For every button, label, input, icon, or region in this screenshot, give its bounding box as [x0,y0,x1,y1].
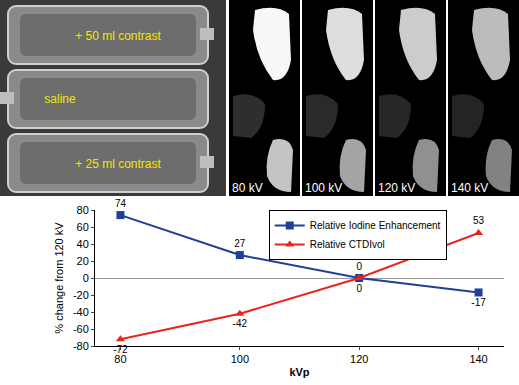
svg-text:Relative CTDIvol: Relative CTDIvol [310,239,385,250]
svg-text:+ 50 ml contrast: + 50 ml contrast [75,29,161,43]
svg-text:40: 40 [77,238,89,250]
svg-text:0: 0 [83,272,89,284]
svg-text:% change from 120 kV: % change from 120 kV [53,222,65,334]
svg-text:-60: -60 [73,323,89,335]
svg-text:120: 120 [350,353,368,365]
svg-text:20: 20 [77,255,89,267]
svg-text:140: 140 [469,353,487,365]
svg-text:80: 80 [114,353,126,365]
svg-text:74: 74 [115,198,127,209]
svg-text:-17: -17 [471,297,486,308]
svg-text:-42: -42 [233,318,248,329]
svg-text:0: 0 [356,283,362,294]
svg-text:100 kV: 100 kV [305,181,342,195]
svg-text:53: 53 [473,215,485,226]
svg-text:60: 60 [77,221,89,233]
svg-text:100: 100 [231,353,249,365]
svg-text:120 kV: 120 kV [378,181,415,195]
svg-text:saline: saline [44,92,76,106]
svg-text:140 kV: 140 kV [451,181,488,195]
svg-text:0: 0 [356,261,362,272]
svg-text:-80: -80 [73,340,89,352]
svg-text:-40: -40 [73,306,89,318]
svg-text:80 kV: 80 kV [232,181,263,195]
svg-text:Relative Iodine Enhancement: Relative Iodine Enhancement [310,220,441,231]
svg-text:80: 80 [77,204,89,216]
svg-text:27: 27 [234,238,246,249]
svg-text:-72: -72 [113,344,128,355]
svg-text:-20: -20 [73,289,89,301]
svg-text:kVp: kVp [289,366,309,378]
svg-text:+ 25 ml contrast: + 25 ml contrast [75,157,161,171]
